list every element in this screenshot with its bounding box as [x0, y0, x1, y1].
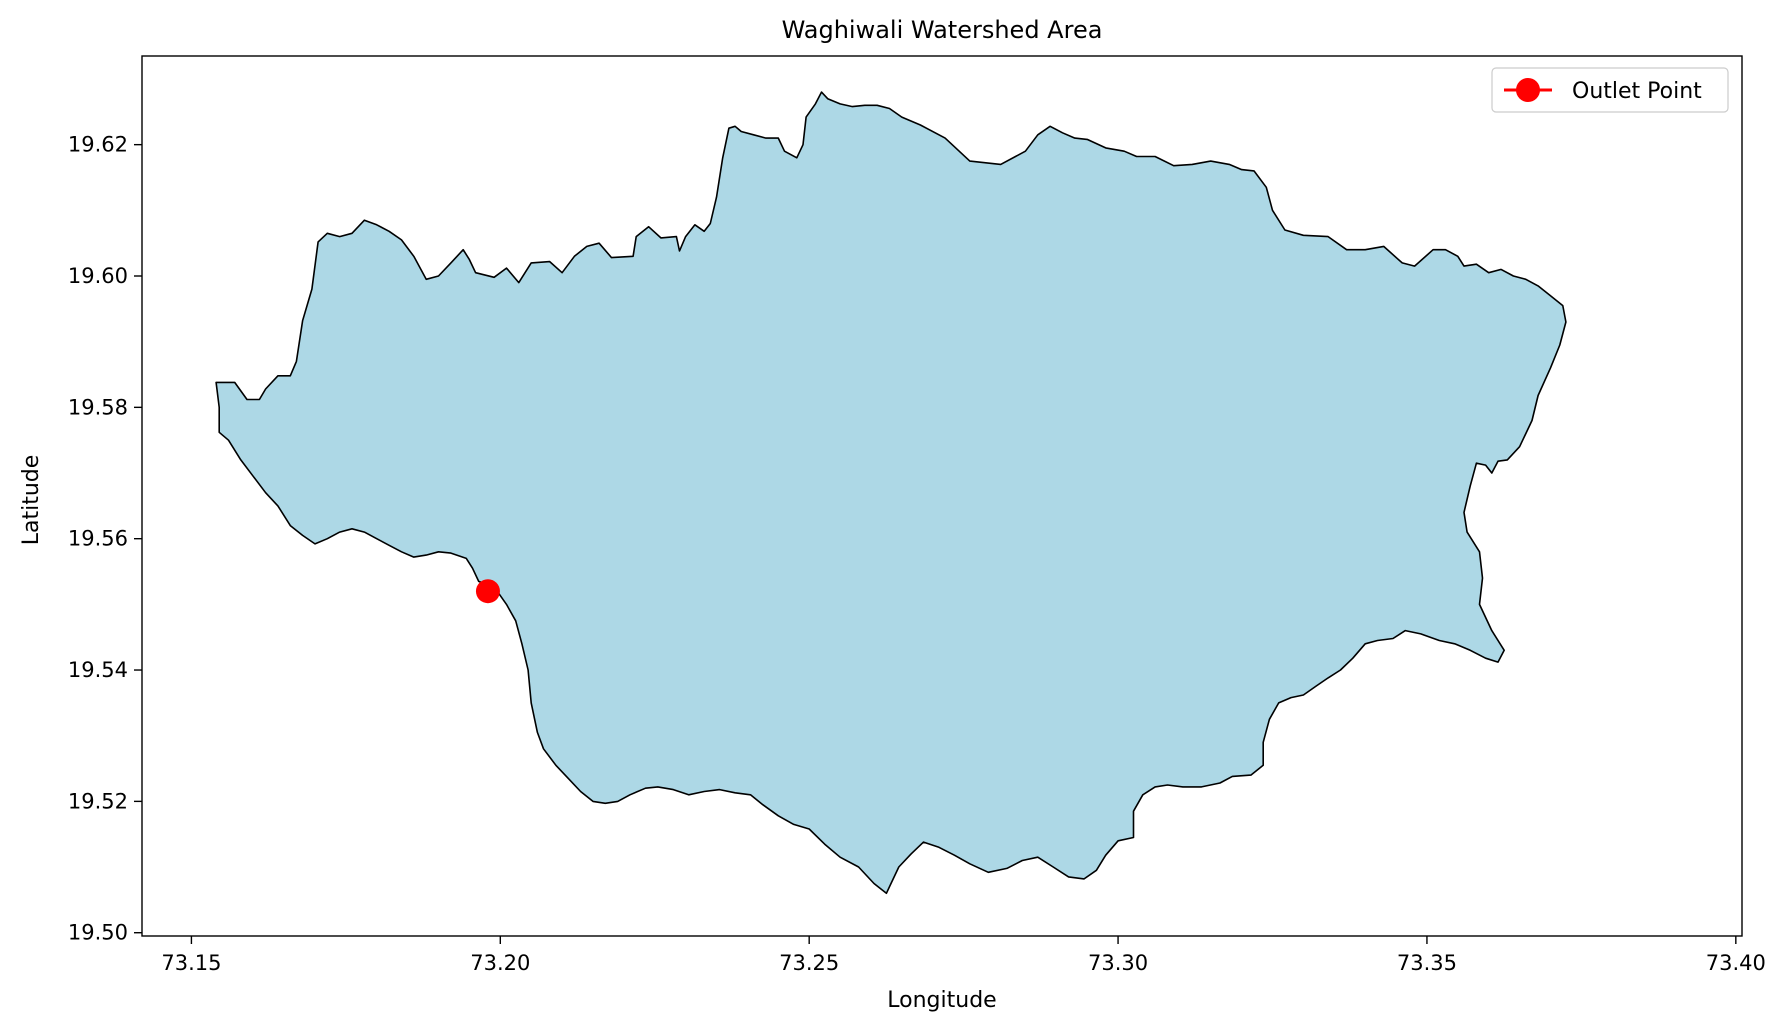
x-tick-label: 73.35 [1397, 951, 1457, 975]
chart-title: Waghiwali Watershed Area [782, 16, 1103, 44]
legend: Outlet Point [1491, 67, 1729, 113]
x-tick-label: 73.20 [470, 951, 530, 975]
x-tick-label: 73.30 [1088, 951, 1148, 975]
legend-entry-label: Outlet Point [1572, 79, 1702, 104]
x-tick-label: 73.25 [779, 951, 839, 975]
y-tick-label: 19.62 [68, 133, 128, 157]
y-tick-label: 19.60 [68, 264, 128, 288]
x-tick-label: 73.15 [161, 951, 221, 975]
x-axis-ticks: 73.15 73.20 73.25 73.30 73.35 73.40 [161, 936, 1766, 975]
y-tick-label: 19.56 [68, 527, 128, 551]
x-tick-label: 73.40 [1706, 951, 1766, 975]
legend-marker [1516, 78, 1540, 102]
y-tick-label: 19.58 [68, 395, 128, 419]
x-axis-label: Longitude [887, 988, 996, 1013]
plot-area [215, 91, 1567, 895]
y-tick-label: 19.54 [68, 658, 128, 682]
y-axis-ticks: 19.50 19.52 19.54 19.56 19.58 19.60 19.62 [68, 133, 142, 945]
y-tick-label: 19.52 [68, 789, 128, 813]
axes-frame [141, 55, 1743, 937]
outlet-point-marker [475, 579, 500, 604]
y-axis-label: Latitude [19, 455, 44, 546]
y-tick-label: 19.50 [68, 921, 128, 945]
legend-box [1491, 67, 1729, 113]
watershed-polygon [215, 91, 1567, 895]
